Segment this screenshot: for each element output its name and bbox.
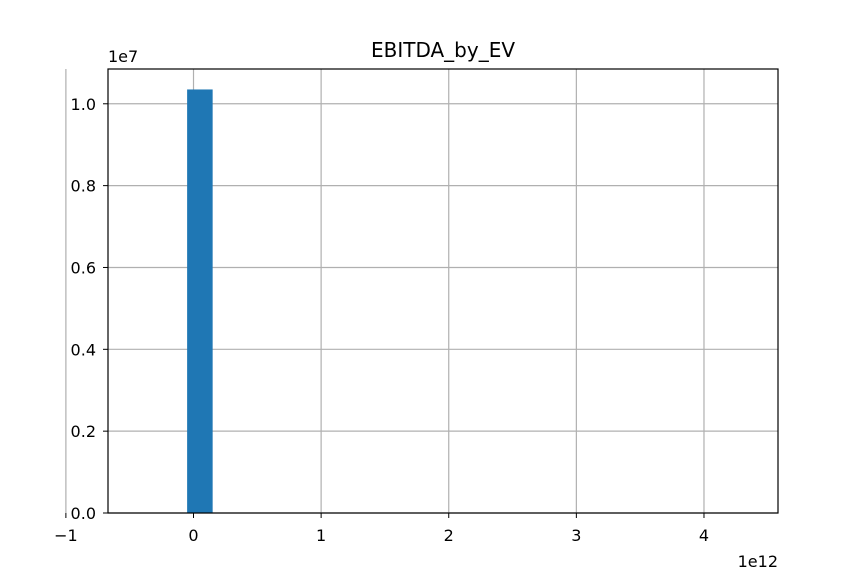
- y-tick-label-3: 0.6: [71, 258, 96, 277]
- x-tick-label-5: 4: [699, 526, 709, 545]
- y-tick-label-2: 0.4: [71, 340, 96, 359]
- x-tick-label-0: −1: [54, 526, 78, 545]
- grid-lines: [65, 69, 778, 514]
- y-axis-ticks: 0.0 0.2 0.4 0.6 0.8 1.0: [71, 95, 108, 523]
- x-tick-label-2: 1: [316, 526, 326, 545]
- y-tick-label-1: 0.2: [71, 422, 96, 441]
- x-tick-label-3: 2: [444, 526, 454, 545]
- y-tick-label-4: 0.8: [71, 177, 96, 196]
- x-tick-label-4: 3: [571, 526, 581, 545]
- bars: [187, 89, 213, 514]
- x-offset-label: 1e12: [738, 552, 778, 571]
- y-tick-label-0: 0.0: [71, 504, 96, 523]
- bar-0: [187, 89, 213, 514]
- y-offset-label: 1e7: [108, 47, 138, 66]
- y-tick-label-5: 1.0: [71, 95, 96, 114]
- x-tick-label-1: 0: [188, 526, 198, 545]
- plot-frame: [107, 68, 779, 514]
- x-axis-ticks: −1 0 1 2 3 4: [54, 513, 709, 545]
- chart-title: EBITDA_by_EV: [371, 38, 515, 62]
